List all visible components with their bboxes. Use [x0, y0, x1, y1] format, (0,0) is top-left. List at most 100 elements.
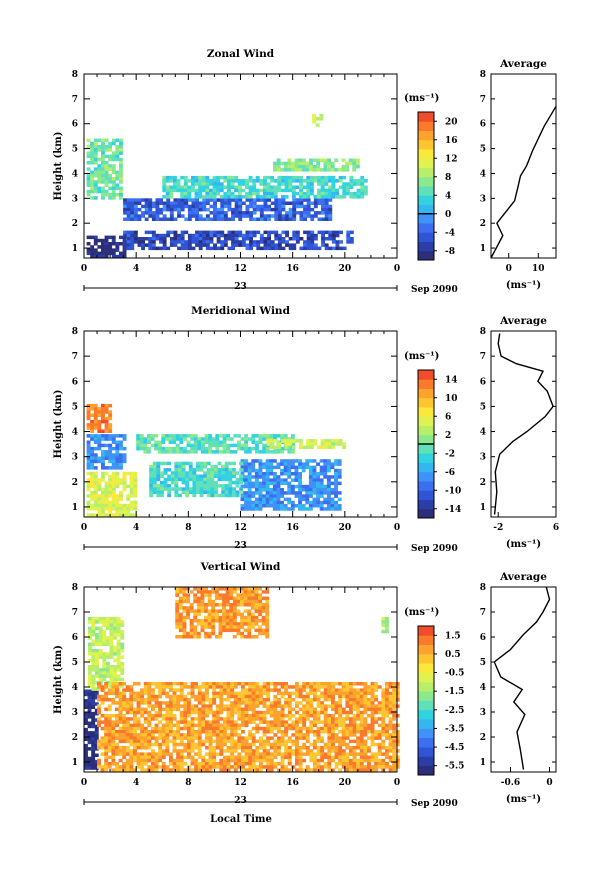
panel3-cell-r2 — [341, 755, 346, 760]
panel1-cell-r4 — [237, 185, 242, 189]
panel2-cell-r2 — [104, 491, 109, 495]
panel3-cell-r2 — [338, 768, 343, 772]
panel3-cell-r2 — [345, 698, 350, 702]
panel3-cell-r2 — [331, 742, 335, 747]
panel3-cell-r3 — [193, 619, 198, 623]
panel3-cell-r2 — [107, 733, 112, 737]
panel1-cell-r3 — [306, 214, 311, 218]
panel2-cell-r3 — [208, 443, 213, 448]
panel2-cell-r5 — [312, 500, 317, 505]
panel3-cell-r3 — [175, 593, 180, 597]
panel3-cell-r2 — [183, 682, 188, 686]
panel2-title: Meridional Wind — [191, 305, 290, 317]
panel1-cell-r4 — [270, 188, 275, 193]
panel2-cell-r6 — [174, 487, 179, 491]
panel3-cell-r2 — [338, 730, 343, 734]
panel3-cell-r2 — [345, 685, 350, 689]
panel3-cell-r2 — [370, 714, 375, 718]
panel1-cell-r4 — [363, 185, 368, 189]
panel2-cell-r4 — [342, 442, 347, 446]
panel1-cell-r3 — [306, 204, 311, 209]
panel1-cell-r4 — [198, 188, 203, 193]
panel3-cell-r2 — [215, 694, 220, 699]
panel3-cell-r2 — [161, 691, 166, 696]
panel3-cell-r0 — [87, 695, 92, 700]
panel1-cell-r2 — [259, 246, 264, 251]
panel3-cell-r2 — [205, 685, 209, 689]
panel3-cell-r2 — [280, 739, 285, 744]
panel3-cell-r0 — [91, 724, 96, 729]
panel2-cell-r3 — [161, 446, 166, 451]
panel3-cell-r1 — [105, 639, 110, 643]
panel3-cell-r2 — [363, 694, 368, 699]
panel2-cell-r6 — [149, 474, 154, 478]
panel3-cell-r2 — [223, 736, 227, 740]
panel3-cell-r2 — [331, 768, 335, 772]
panel1-cell-r2 — [274, 243, 279, 247]
panel3-cell-r1 — [105, 642, 110, 647]
panel3-cell-r1 — [87, 645, 92, 650]
panel2-cell-r2 — [115, 503, 120, 508]
panel3-cell-r0 — [91, 689, 96, 693]
panel3-cell-r3 — [196, 587, 201, 591]
panel2-cell-r2 — [93, 500, 98, 505]
panel1-cell-r4 — [302, 191, 307, 196]
panel1-cell-r3 — [231, 214, 235, 218]
panel3-cell-r2 — [241, 746, 245, 750]
panel3-cell-r1 — [98, 655, 103, 659]
panel2-cell-r3 — [186, 443, 191, 448]
panel2-cell-r2 — [111, 481, 116, 485]
panel3-cell-r2 — [295, 749, 299, 753]
panel2-cell-r3 — [287, 437, 292, 441]
panel3-cell-r2 — [115, 717, 119, 721]
panel1-cell-r0 — [115, 173, 120, 178]
panel1-cell-r3 — [321, 204, 325, 209]
panel2-cell-r1 — [90, 434, 95, 438]
panel2-cell-r6 — [167, 461, 172, 466]
panel2-cell-r3 — [269, 450, 274, 454]
panel1-cell-r3 — [137, 217, 142, 221]
panel3-cell-r2 — [161, 742, 166, 747]
panel1-cell-r3 — [303, 207, 307, 212]
panel3-cell-r3 — [186, 599, 190, 604]
panel3-cell-r2 — [248, 768, 253, 772]
panel1-cell-r1 — [93, 242, 98, 246]
panel3-cell-r2 — [169, 768, 173, 772]
panel1-cell-r3 — [299, 198, 304, 202]
panel1-cell-r2 — [234, 237, 239, 241]
panel3-cell-r2 — [395, 730, 400, 734]
panel3-cell-r2 — [313, 742, 317, 747]
panel2-cell-r2 — [104, 471, 109, 476]
panel2-cell-r2 — [111, 500, 116, 505]
panel1-cell-r4 — [180, 191, 185, 196]
panel1-cell-r3 — [292, 201, 297, 205]
panel3-cell-r3 — [236, 612, 241, 617]
panel2-cell-r6 — [152, 487, 157, 491]
panel1-cell-r3 — [285, 211, 289, 215]
panel2-cell-r3 — [287, 446, 292, 451]
panel3-cell-r2 — [381, 717, 386, 721]
panel2-cell-r5 — [326, 481, 331, 486]
panel1-cell-r4 — [281, 188, 285, 193]
panel1-cell-r5 — [352, 158, 357, 162]
panel3-cell-r2 — [338, 739, 343, 744]
panel3-cell-r2 — [97, 682, 101, 686]
panel3-cell-r3 — [207, 619, 212, 623]
panel3-cell-r2 — [356, 739, 361, 744]
panel1-cell-r4 — [187, 179, 192, 183]
panel3-cell-r2 — [125, 758, 130, 763]
panel3-cell-r2 — [327, 739, 332, 744]
panel3-cell-r2 — [169, 730, 173, 734]
panel2-cell-r2 — [104, 503, 109, 508]
panel1-cell-r0 — [119, 173, 123, 178]
panel3-cell-r3 — [232, 587, 237, 591]
panel3-cell-r2 — [298, 758, 303, 763]
panel1-cell-r4 — [363, 191, 368, 196]
panel1-cell-r5 — [291, 161, 295, 166]
panel3-cell-r2 — [359, 717, 364, 721]
panel3-cell-r3 — [232, 603, 237, 607]
panel2-cell-r3 — [276, 434, 281, 438]
panel2-cell-r5 — [280, 494, 284, 498]
panel1-cell-r3 — [259, 207, 264, 212]
panel1-cell-r4 — [299, 191, 303, 196]
